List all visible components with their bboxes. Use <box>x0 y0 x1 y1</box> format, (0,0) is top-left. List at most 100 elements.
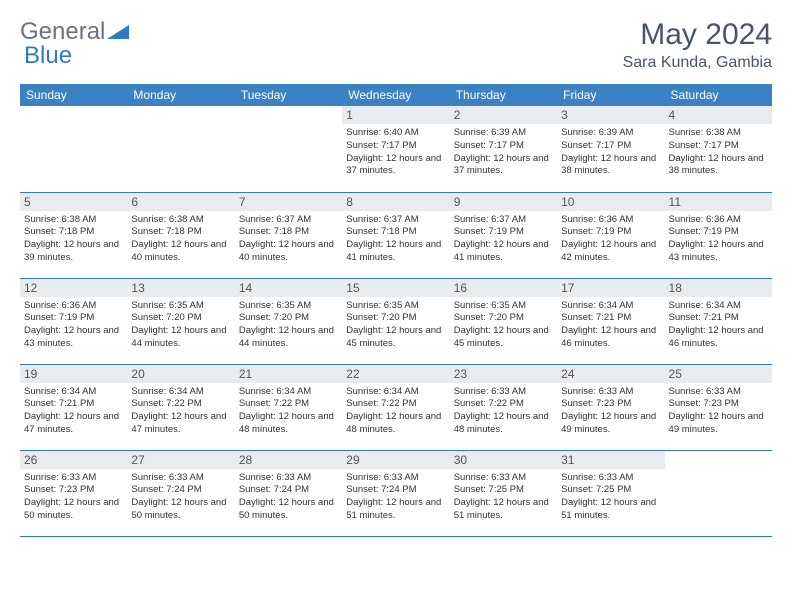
calendar-day-cell: 2Sunrise: 6:39 AMSunset: 7:17 PMDaylight… <box>450 106 557 192</box>
calendar-day-cell: 15Sunrise: 6:35 AMSunset: 7:20 PMDayligh… <box>342 278 449 364</box>
calendar-week-row: 19Sunrise: 6:34 AMSunset: 7:21 PMDayligh… <box>20 364 772 450</box>
calendar-day-cell: 20Sunrise: 6:34 AMSunset: 7:22 PMDayligh… <box>127 364 234 450</box>
day-details: Sunrise: 6:34 AMSunset: 7:22 PMDaylight:… <box>342 383 449 440</box>
day-details: Sunrise: 6:38 AMSunset: 7:17 PMDaylight:… <box>665 124 772 181</box>
calendar-day-cell: 21Sunrise: 6:34 AMSunset: 7:22 PMDayligh… <box>235 364 342 450</box>
day-number: 25 <box>665 365 772 383</box>
calendar-day-cell: 3Sunrise: 6:39 AMSunset: 7:17 PMDaylight… <box>557 106 664 192</box>
title-block: May 2024 Sara Kunda, Gambia <box>623 18 772 72</box>
weekday-header: Thursday <box>450 84 557 106</box>
day-details: Sunrise: 6:38 AMSunset: 7:18 PMDaylight:… <box>127 211 234 268</box>
calendar-day-cell: 30Sunrise: 6:33 AMSunset: 7:25 PMDayligh… <box>450 450 557 536</box>
calendar-day-cell: 6Sunrise: 6:38 AMSunset: 7:18 PMDaylight… <box>127 192 234 278</box>
weekday-header-row: Sunday Monday Tuesday Wednesday Thursday… <box>20 84 772 106</box>
day-number: 31 <box>557 451 664 469</box>
calendar-day-cell: 16Sunrise: 6:35 AMSunset: 7:20 PMDayligh… <box>450 278 557 364</box>
day-number: 11 <box>665 193 772 211</box>
day-details: Sunrise: 6:34 AMSunset: 7:22 PMDaylight:… <box>235 383 342 440</box>
calendar-day-cell: 23Sunrise: 6:33 AMSunset: 7:22 PMDayligh… <box>450 364 557 450</box>
month-title: May 2024 <box>623 18 772 52</box>
day-number: 19 <box>20 365 127 383</box>
calendar-day-cell: 7Sunrise: 6:37 AMSunset: 7:18 PMDaylight… <box>235 192 342 278</box>
day-details: Sunrise: 6:33 AMSunset: 7:24 PMDaylight:… <box>342 469 449 526</box>
calendar-day-cell: 31Sunrise: 6:33 AMSunset: 7:25 PMDayligh… <box>557 450 664 536</box>
day-details: Sunrise: 6:34 AMSunset: 7:21 PMDaylight:… <box>20 383 127 440</box>
day-details: Sunrise: 6:33 AMSunset: 7:23 PMDaylight:… <box>557 383 664 440</box>
day-details: Sunrise: 6:34 AMSunset: 7:21 PMDaylight:… <box>665 297 772 354</box>
day-details: Sunrise: 6:35 AMSunset: 7:20 PMDaylight:… <box>450 297 557 354</box>
calendar-day-cell: 9Sunrise: 6:37 AMSunset: 7:19 PMDaylight… <box>450 192 557 278</box>
calendar-day-cell: 8Sunrise: 6:37 AMSunset: 7:18 PMDaylight… <box>342 192 449 278</box>
calendar-day-cell: . <box>665 450 772 536</box>
brand-triangle-icon <box>107 18 129 46</box>
day-details: Sunrise: 6:33 AMSunset: 7:24 PMDaylight:… <box>235 469 342 526</box>
day-number: 23 <box>450 365 557 383</box>
day-details: Sunrise: 6:33 AMSunset: 7:23 PMDaylight:… <box>20 469 127 526</box>
day-number: 30 <box>450 451 557 469</box>
day-number: 18 <box>665 279 772 297</box>
calendar-day-cell: 26Sunrise: 6:33 AMSunset: 7:23 PMDayligh… <box>20 450 127 536</box>
weekday-header: Tuesday <box>235 84 342 106</box>
calendar-day-cell: 10Sunrise: 6:36 AMSunset: 7:19 PMDayligh… <box>557 192 664 278</box>
day-number: 7 <box>235 193 342 211</box>
day-details: Sunrise: 6:34 AMSunset: 7:22 PMDaylight:… <box>127 383 234 440</box>
day-number: 26 <box>20 451 127 469</box>
calendar-day-cell: 25Sunrise: 6:33 AMSunset: 7:23 PMDayligh… <box>665 364 772 450</box>
weekday-header: Monday <box>127 84 234 106</box>
day-number: 9 <box>450 193 557 211</box>
calendar-day-cell: 28Sunrise: 6:33 AMSunset: 7:24 PMDayligh… <box>235 450 342 536</box>
day-details: Sunrise: 6:33 AMSunset: 7:25 PMDaylight:… <box>450 469 557 526</box>
day-details: Sunrise: 6:39 AMSunset: 7:17 PMDaylight:… <box>450 124 557 181</box>
calendar-day-cell: . <box>235 106 342 192</box>
day-number: 20 <box>127 365 234 383</box>
day-details: Sunrise: 6:38 AMSunset: 7:18 PMDaylight:… <box>20 211 127 268</box>
day-details: Sunrise: 6:35 AMSunset: 7:20 PMDaylight:… <box>235 297 342 354</box>
day-details: Sunrise: 6:36 AMSunset: 7:19 PMDaylight:… <box>20 297 127 354</box>
calendar-day-cell: 1Sunrise: 6:40 AMSunset: 7:17 PMDaylight… <box>342 106 449 192</box>
calendar-day-cell: . <box>127 106 234 192</box>
day-number: 12 <box>20 279 127 297</box>
day-number: 1 <box>342 106 449 124</box>
calendar-day-cell: 4Sunrise: 6:38 AMSunset: 7:17 PMDaylight… <box>665 106 772 192</box>
weekday-header: Saturday <box>665 84 772 106</box>
day-details: Sunrise: 6:39 AMSunset: 7:17 PMDaylight:… <box>557 124 664 181</box>
day-number: 2 <box>450 106 557 124</box>
calendar-day-cell: 12Sunrise: 6:36 AMSunset: 7:19 PMDayligh… <box>20 278 127 364</box>
page-header: General May 2024 Sara Kunda, Gambia <box>20 18 772 72</box>
calendar-day-cell: 14Sunrise: 6:35 AMSunset: 7:20 PMDayligh… <box>235 278 342 364</box>
calendar-week-row: 26Sunrise: 6:33 AMSunset: 7:23 PMDayligh… <box>20 450 772 536</box>
day-number: 21 <box>235 365 342 383</box>
day-number: 8 <box>342 193 449 211</box>
day-number: 14 <box>235 279 342 297</box>
location-label: Sara Kunda, Gambia <box>623 54 772 72</box>
day-details: Sunrise: 6:37 AMSunset: 7:18 PMDaylight:… <box>342 211 449 268</box>
weekday-header: Wednesday <box>342 84 449 106</box>
day-number: 22 <box>342 365 449 383</box>
day-number: 13 <box>127 279 234 297</box>
day-number: 16 <box>450 279 557 297</box>
calendar-body: ...1Sunrise: 6:40 AMSunset: 7:17 PMDayli… <box>20 106 772 536</box>
calendar-week-row: ...1Sunrise: 6:40 AMSunset: 7:17 PMDayli… <box>20 106 772 192</box>
day-details: Sunrise: 6:40 AMSunset: 7:17 PMDaylight:… <box>342 124 449 181</box>
day-number: 15 <box>342 279 449 297</box>
calendar-day-cell: . <box>20 106 127 192</box>
day-number: 24 <box>557 365 664 383</box>
day-details: Sunrise: 6:33 AMSunset: 7:24 PMDaylight:… <box>127 469 234 526</box>
calendar-day-cell: 24Sunrise: 6:33 AMSunset: 7:23 PMDayligh… <box>557 364 664 450</box>
day-details: Sunrise: 6:33 AMSunset: 7:25 PMDaylight:… <box>557 469 664 526</box>
calendar-week-row: 12Sunrise: 6:36 AMSunset: 7:19 PMDayligh… <box>20 278 772 364</box>
day-details: Sunrise: 6:37 AMSunset: 7:19 PMDaylight:… <box>450 211 557 268</box>
weekday-header: Friday <box>557 84 664 106</box>
day-details: Sunrise: 6:33 AMSunset: 7:23 PMDaylight:… <box>665 383 772 440</box>
day-details: Sunrise: 6:36 AMSunset: 7:19 PMDaylight:… <box>665 211 772 268</box>
day-number: 6 <box>127 193 234 211</box>
day-details: Sunrise: 6:34 AMSunset: 7:21 PMDaylight:… <box>557 297 664 354</box>
calendar-day-cell: 19Sunrise: 6:34 AMSunset: 7:21 PMDayligh… <box>20 364 127 450</box>
weekday-header: Sunday <box>20 84 127 106</box>
day-details: Sunrise: 6:33 AMSunset: 7:22 PMDaylight:… <box>450 383 557 440</box>
calendar-day-cell: 13Sunrise: 6:35 AMSunset: 7:20 PMDayligh… <box>127 278 234 364</box>
day-number: 29 <box>342 451 449 469</box>
day-number: 10 <box>557 193 664 211</box>
calendar-table: Sunday Monday Tuesday Wednesday Thursday… <box>20 84 772 537</box>
day-number: 4 <box>665 106 772 124</box>
